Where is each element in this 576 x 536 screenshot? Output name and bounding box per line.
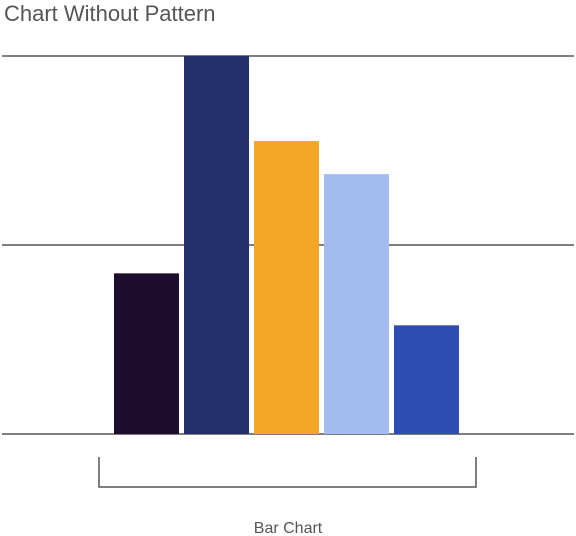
bar-4 xyxy=(324,174,389,434)
bar-5 xyxy=(394,325,459,434)
category-bracket xyxy=(98,457,477,488)
bar-1 xyxy=(114,273,179,434)
bar-2 xyxy=(184,56,249,434)
bars xyxy=(114,56,459,435)
bar-3 xyxy=(254,141,319,435)
chart-title: Chart Without Pattern xyxy=(4,1,216,26)
category-label: Bar Chart xyxy=(254,520,323,536)
